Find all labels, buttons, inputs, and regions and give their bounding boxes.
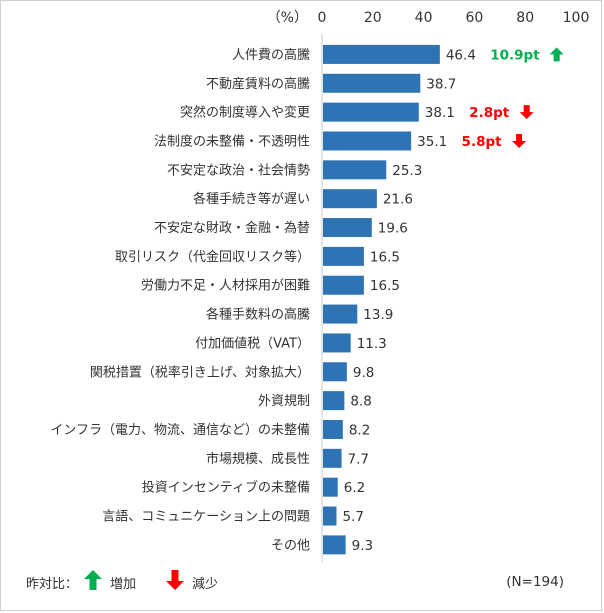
bar-1	[323, 73, 421, 93]
change-label-0: 10.9pt	[490, 47, 540, 63]
bar-2	[323, 102, 419, 122]
value-label-13: 8.2	[349, 422, 370, 438]
bar-12	[323, 391, 345, 411]
tick-label-3: 60	[465, 10, 483, 26]
bar-3	[323, 131, 412, 151]
bar-5	[323, 189, 377, 209]
category-label-15: 投資インセンティブの未整備	[142, 480, 310, 496]
legend-prefix: 昨対比：	[26, 576, 79, 592]
category-label-3: 法制度の未整備・不透明性	[154, 133, 310, 149]
value-label-10: 11.3	[357, 336, 387, 352]
tick-label-5: 100	[563, 10, 590, 26]
bar-13	[323, 419, 343, 439]
value-label-4: 25.3	[392, 163, 422, 179]
decrease-arrow-icon-1	[519, 105, 534, 120]
category-label-12: 外資規制	[258, 394, 310, 409]
category-label-5: 各種手続き等が遅い	[193, 191, 310, 207]
category-label-4: 不安定な政治・社会情勢	[167, 162, 310, 178]
tick-label-0: 0	[318, 10, 327, 26]
category-label-14: 市場規模、成長性	[206, 451, 310, 467]
bar-11	[323, 362, 347, 382]
bar-10	[323, 333, 351, 353]
bar-0	[323, 44, 440, 64]
sample-size-note: (N=194)	[506, 574, 564, 590]
bar-9	[323, 304, 358, 324]
increase-arrow-icon	[84, 570, 103, 594]
decrease-arrow-icon	[166, 570, 185, 594]
value-label-11: 9.8	[353, 365, 374, 381]
category-label-2: 突然の制度導入や変更	[180, 105, 310, 121]
value-label-16: 5.7	[342, 509, 363, 525]
category-label-16: 言語、コミュニケーション上の問題	[102, 509, 310, 525]
value-label-9: 13.9	[363, 307, 393, 323]
tick-label-2: 40	[415, 10, 433, 26]
value-label-8: 16.5	[370, 278, 400, 294]
bar-16	[323, 506, 337, 526]
tick-label-1: 20	[364, 10, 382, 26]
category-label-1: 不動産賃料の高騰	[206, 76, 310, 92]
value-label-5: 21.6	[383, 192, 413, 208]
legend-increase-label: 増加	[110, 576, 137, 592]
axis-unit-label: （%）	[267, 10, 308, 26]
change-label-1: 2.8pt	[469, 105, 510, 121]
category-label-9: 各種手数料の高騰	[206, 307, 310, 323]
bar-17	[323, 535, 346, 555]
legend: 昨対比： 増加 減少	[26, 570, 218, 594]
change-label-2: 5.8pt	[462, 134, 503, 150]
value-label-17: 9.3	[352, 538, 373, 554]
category-label-11: 関税措置（税率引き上げ、対象拡大）	[90, 364, 310, 380]
category-label-17: その他	[271, 538, 310, 553]
decrease-arrow-icon-2	[512, 133, 527, 148]
bar-6	[323, 218, 372, 238]
value-label-6: 19.6	[378, 221, 408, 237]
category-label-7: 取引リスク（代金回収リスク等）	[115, 249, 310, 265]
legend-decrease-label: 減少	[192, 576, 219, 592]
value-label-14: 7.7	[348, 451, 369, 467]
bar-7	[323, 246, 364, 266]
value-label-1: 38.7	[426, 76, 456, 92]
value-label-2: 38.1	[425, 105, 455, 121]
tick-label-4: 80	[516, 10, 534, 26]
category-label-0: 人件費の高騰	[232, 47, 310, 63]
category-label-13: インフラ（電力、物流、通信など）の未整備	[50, 422, 310, 438]
bar-15	[323, 477, 338, 497]
category-label-8: 労働力不足・人材採用が困難	[141, 279, 310, 294]
bar-8	[323, 275, 364, 295]
bar-4	[323, 160, 387, 180]
increase-arrow-icon-0	[549, 47, 564, 62]
category-label-6: 不安定な財政・金融・為替	[154, 220, 310, 236]
value-label-15: 6.2	[344, 480, 365, 496]
value-label-7: 16.5	[370, 249, 400, 265]
value-label-12: 8.8	[350, 394, 371, 410]
category-label-10: 付加価値税（VAT）	[195, 335, 310, 351]
value-label-3: 35.1	[417, 134, 447, 150]
value-label-0: 46.4	[446, 47, 476, 63]
bar-14	[323, 448, 342, 468]
